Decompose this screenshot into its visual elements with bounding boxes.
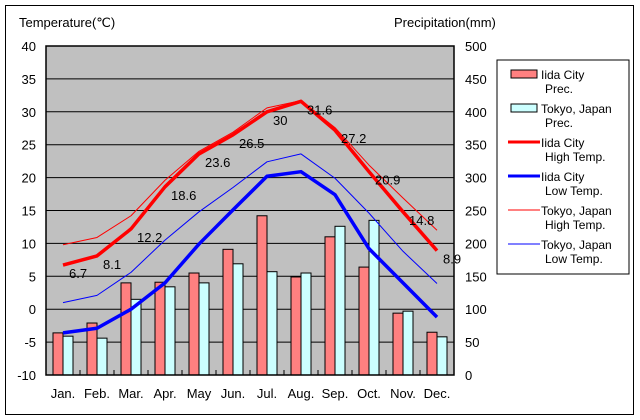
left-tick-label: -5 [24, 335, 36, 350]
data-label: 30 [273, 113, 287, 128]
left-tick-label: 35 [22, 72, 36, 87]
category-label: Dec. [424, 386, 451, 401]
legend-swatch [510, 103, 538, 113]
temp-line [62, 99, 439, 267]
right-tick-label: 50 [465, 335, 479, 350]
legend-label: High Temp. [545, 150, 605, 164]
precip-bar [426, 331, 438, 376]
precip-bar [130, 298, 142, 376]
precip-bar [188, 272, 200, 376]
precip-bar [120, 282, 132, 376]
category-label: Apr. [153, 386, 176, 401]
legend-box [496, 59, 630, 275]
right-tick-label: 300 [465, 171, 487, 186]
legend-label: Tokyo, Japan [541, 238, 612, 252]
left-tick-label: 10 [22, 236, 36, 251]
precip-bar [290, 276, 302, 376]
precip-bar [266, 271, 278, 376]
precip-bar [232, 263, 244, 376]
category-label: Jul. [257, 386, 277, 401]
legend-label: High Temp. [545, 218, 605, 232]
temp-line [62, 100, 438, 246]
right-tick-label: 400 [465, 105, 487, 120]
data-label: 26.5 [239, 136, 264, 151]
data-label: 8.1 [103, 257, 121, 272]
legend-label: Low Temp. [545, 252, 603, 266]
legend-label: Iida City [541, 68, 584, 82]
right-tick-label: 450 [465, 72, 487, 87]
left-tick-label: 40 [22, 39, 36, 54]
right-axis-title: Precipitation(mm) [394, 15, 496, 30]
category-label: Mar. [118, 386, 143, 401]
data-label: 18.6 [171, 188, 196, 203]
data-label: 14.8 [409, 213, 434, 228]
right-tick-label: 100 [465, 302, 487, 317]
left-tick-label: 25 [22, 138, 36, 153]
legend-label: Tokyo, Japan [541, 102, 612, 116]
data-label: 20.9 [375, 173, 400, 188]
precip-bar [52, 332, 64, 376]
precip-bar [164, 286, 176, 376]
precip-bar [62, 335, 74, 376]
precip-bar [334, 225, 346, 376]
right-tick-label: 350 [465, 138, 487, 153]
precip-bar [300, 272, 312, 376]
data-label: 23.6 [205, 155, 230, 170]
category-label: Jan. [51, 386, 76, 401]
precip-bar [368, 219, 380, 376]
left-tick-label: 0 [29, 302, 36, 317]
precip-bar [436, 336, 448, 376]
category-label: May [187, 386, 212, 401]
legend-swatch [510, 69, 538, 79]
data-label: 12.2 [137, 230, 162, 245]
right-tick-label: 200 [465, 236, 487, 251]
precip-bar [402, 310, 414, 376]
data-label: 27.2 [341, 131, 366, 146]
category-label: Aug. [288, 386, 315, 401]
precip-bar [96, 337, 108, 376]
right-tick-label: 150 [465, 269, 487, 284]
category-label: Nov. [390, 386, 416, 401]
temp-line [62, 169, 439, 335]
category-label: Oct. [357, 386, 381, 401]
data-label: 31.6 [307, 102, 332, 117]
right-tick-label: 0 [465, 368, 472, 383]
plot-border [45, 45, 455, 376]
temp-line [62, 153, 438, 304]
precip-bar [358, 266, 370, 376]
category-label: Sep. [322, 386, 349, 401]
precip-bar [198, 282, 210, 376]
precip-bar [222, 248, 234, 376]
right-tick-label: 500 [465, 39, 487, 54]
precip-bar [324, 236, 336, 376]
category-label: Feb. [84, 386, 110, 401]
category-label: Jun. [221, 386, 246, 401]
legend-label: Low Temp. [545, 184, 603, 198]
precip-bar [392, 312, 404, 376]
left-axis-title: Temperature(℃) [19, 15, 115, 30]
precip-bar [154, 281, 166, 376]
legend-label: Iida City [541, 136, 584, 150]
legend-label: Iida City [541, 170, 584, 184]
data-label: 8.9 [443, 252, 461, 267]
left-tick-label: 5 [29, 269, 36, 284]
legend-label: Prec. [545, 82, 573, 96]
right-tick-label: 250 [465, 204, 487, 219]
left-tick-label: -10 [17, 368, 36, 383]
plot-area: 4035302520151050-5-105004504003503002502… [17, 39, 487, 401]
left-tick-label: 30 [22, 105, 36, 120]
legend-label: Prec. [545, 116, 573, 130]
precip-bar [256, 215, 268, 376]
data-label: 6.7 [69, 266, 87, 281]
left-tick-label: 20 [22, 171, 36, 186]
left-tick-label: 15 [22, 204, 36, 219]
legend-label: Tokyo, Japan [541, 204, 612, 218]
